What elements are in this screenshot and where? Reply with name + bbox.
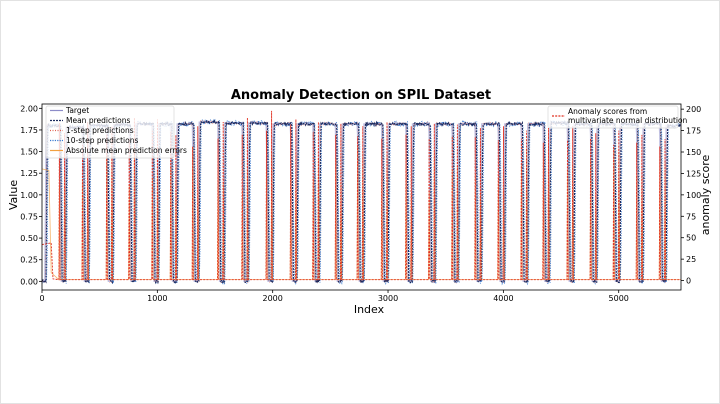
legend-left-label: Mean predictions (66, 116, 130, 125)
legend-left-label: 10-step predictions (66, 136, 138, 145)
legend-left-label: Target (65, 106, 89, 115)
legend-left-box (45, 105, 175, 159)
x-tick-label: 0 (39, 294, 44, 303)
x-axis-title: Index (354, 303, 385, 316)
y-tick-label: 0.50 (20, 234, 38, 243)
y2-tick-label: 150 (686, 148, 701, 157)
x-tick-label: 4000 (493, 294, 513, 303)
y-tick-label: 0.75 (20, 212, 38, 221)
x-tick-label: 5000 (609, 294, 629, 303)
x-tick-label: 1000 (147, 294, 167, 303)
legend-left-label: Absolute mean prediction errors (66, 146, 187, 155)
chart-title: Anomaly Detection on SPIL Dataset (231, 88, 491, 103)
y2-tick-label: 25 (686, 255, 696, 264)
x-tick-label: 2000 (263, 294, 283, 303)
y2-tick-label: 50 (686, 234, 696, 243)
legend-right-box (547, 105, 679, 129)
y2-tick-label: 200 (686, 105, 701, 114)
series-absolute-errors-line (42, 145, 681, 281)
y-tick-label: 1.00 (20, 191, 38, 200)
series-anomaly-scores-line (42, 110, 681, 281)
y-axis-title: Value (7, 180, 20, 210)
legend-left-label: 1-step predictions (66, 126, 134, 135)
y2-tick-label: 0 (686, 277, 691, 286)
y-tick-label: 0.00 (20, 277, 38, 286)
plot-frame (41, 103, 682, 291)
y2-tick-label: 125 (686, 169, 701, 178)
y-tick-label: 1.75 (20, 126, 38, 135)
y-tick-label: 2.00 (20, 104, 38, 113)
y-tick-label: 1.50 (20, 148, 38, 157)
legend-right-label: Anomaly scores from (568, 107, 647, 116)
legend-right-label: multivariate normal distribution (568, 116, 688, 125)
y2-axis-title: anomaly score (699, 155, 712, 236)
y2-tick-label: 75 (686, 212, 696, 221)
y2-tick-label: 175 (686, 127, 701, 136)
y2-tick-label: 100 (686, 191, 701, 200)
y-tick-label: 0.25 (20, 256, 38, 265)
y-tick-label: 1.25 (20, 169, 38, 178)
x-tick-label: 3000 (378, 294, 398, 303)
